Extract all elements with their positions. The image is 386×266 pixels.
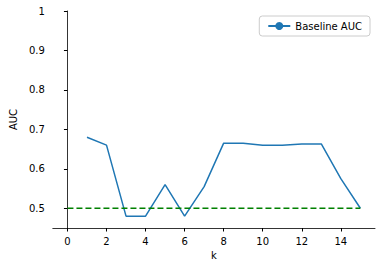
svg-text:k: k bbox=[211, 250, 217, 261]
svg-text:0: 0 bbox=[64, 236, 70, 247]
svg-text:8: 8 bbox=[220, 236, 226, 247]
svg-text:0.9: 0.9 bbox=[29, 45, 45, 56]
svg-text:12: 12 bbox=[295, 236, 308, 247]
svg-text:0.6: 0.6 bbox=[29, 163, 45, 174]
svg-text:0.5: 0.5 bbox=[29, 203, 45, 214]
svg-text:1: 1 bbox=[38, 6, 44, 17]
svg-text:14: 14 bbox=[334, 236, 347, 247]
svg-text:0.7: 0.7 bbox=[29, 124, 45, 135]
svg-text:AUC: AUC bbox=[8, 109, 19, 130]
svg-text:4: 4 bbox=[142, 236, 148, 247]
svg-text:6: 6 bbox=[181, 236, 187, 247]
svg-text:Baseline AUC: Baseline AUC bbox=[295, 21, 362, 32]
svg-text:0.8: 0.8 bbox=[29, 84, 45, 95]
svg-text:10: 10 bbox=[256, 236, 269, 247]
svg-text:2: 2 bbox=[103, 236, 109, 247]
